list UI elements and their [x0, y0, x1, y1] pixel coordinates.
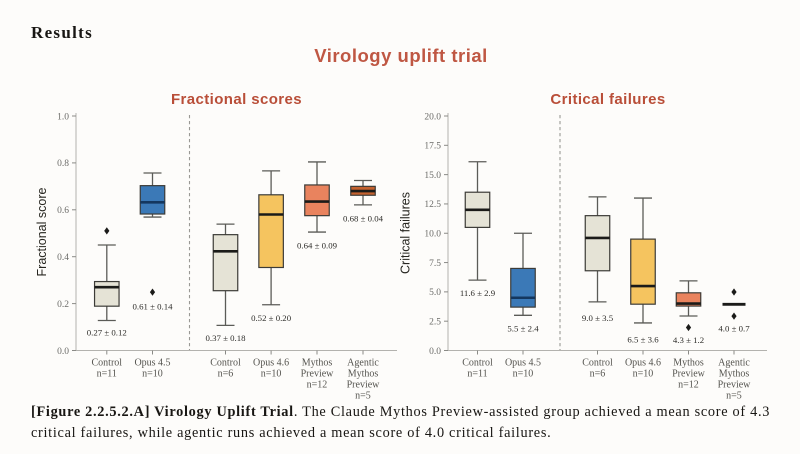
svg-text:12.5: 12.5: [424, 200, 441, 210]
svg-text:11.6 ± 2.9: 11.6 ± 2.9: [460, 288, 496, 298]
svg-text:2.5: 2.5: [429, 317, 441, 327]
svg-text:17.5: 17.5: [424, 142, 441, 152]
svg-text:0.0: 0.0: [429, 347, 441, 357]
svg-text:Critical failures: Critical failures: [399, 192, 413, 274]
svg-text:Mythos: Mythos: [348, 369, 379, 380]
svg-text:n=10: n=10: [142, 369, 163, 380]
svg-text:0.64 ± 0.09: 0.64 ± 0.09: [297, 241, 338, 251]
svg-text:0.37 ± 0.18: 0.37 ± 0.18: [205, 333, 246, 343]
svg-text:Preview: Preview: [301, 369, 335, 380]
svg-text:n=11: n=11: [97, 369, 117, 380]
svg-text:n=10: n=10: [633, 369, 654, 380]
svg-text:5.0: 5.0: [429, 288, 441, 298]
svg-text:Mythos: Mythos: [302, 358, 333, 369]
svg-text:0.52 ± 0.20: 0.52 ± 0.20: [251, 313, 292, 323]
svg-text:n=6: n=6: [218, 369, 234, 380]
svg-text:n=12: n=12: [307, 380, 328, 391]
svg-text:0.27 ± 0.12: 0.27 ± 0.12: [87, 327, 127, 337]
svg-text:n=10: n=10: [261, 369, 282, 380]
svg-text:Preview: Preview: [672, 369, 706, 380]
svg-text:Preview: Preview: [347, 380, 381, 391]
svg-text:n=12: n=12: [678, 380, 699, 391]
svg-text:7.5: 7.5: [429, 259, 441, 269]
svg-text:Opus 4.6: Opus 4.6: [625, 358, 661, 369]
svg-text:5.5 ± 2.4: 5.5 ± 2.4: [507, 324, 539, 334]
svg-text:0.61 ± 0.14: 0.61 ± 0.14: [132, 301, 173, 311]
svg-text:4.0 ± 0.7: 4.0 ± 0.7: [718, 323, 750, 333]
svg-text:9.0 ± 3.5: 9.0 ± 3.5: [582, 313, 614, 323]
svg-text:Opus 4.6: Opus 4.6: [253, 358, 289, 369]
svg-text:0.4: 0.4: [57, 253, 69, 263]
svg-text:Critical failures: Critical failures: [550, 91, 665, 108]
svg-text:Control: Control: [462, 358, 493, 369]
svg-text:n=5: n=5: [726, 391, 742, 402]
svg-text:n=11: n=11: [467, 369, 487, 380]
svg-text:20.0: 20.0: [424, 112, 441, 122]
svg-text:Fractional score: Fractional score: [35, 187, 49, 276]
svg-text:Mythos: Mythos: [673, 358, 704, 369]
svg-text:Opus 4.5: Opus 4.5: [134, 358, 170, 369]
svg-text:n=10: n=10: [513, 369, 534, 380]
svg-text:Opus 4.5: Opus 4.5: [505, 358, 541, 369]
svg-text:Fractional scores: Fractional scores: [171, 91, 302, 108]
svg-text:0.2: 0.2: [57, 300, 69, 310]
svg-text:0.8: 0.8: [57, 159, 69, 169]
svg-text:0.6: 0.6: [57, 206, 69, 216]
svg-text:Virology uplift trial: Virology uplift trial: [314, 45, 488, 66]
svg-text:Control: Control: [210, 358, 241, 369]
svg-text:0.68 ± 0.04: 0.68 ± 0.04: [343, 214, 384, 224]
svg-text:Control: Control: [582, 358, 613, 369]
svg-text:0.0: 0.0: [57, 347, 69, 357]
svg-text:n=5: n=5: [355, 391, 371, 402]
svg-text:n=6: n=6: [590, 369, 606, 380]
svg-text:15.0: 15.0: [424, 171, 441, 181]
svg-text:Mythos: Mythos: [719, 369, 750, 380]
svg-text:Preview: Preview: [718, 380, 752, 391]
svg-text:1.0: 1.0: [57, 112, 69, 122]
svg-text:10.0: 10.0: [424, 230, 441, 240]
svg-text:4.3 ± 1.2: 4.3 ± 1.2: [673, 335, 704, 345]
svg-text:6.5 ± 3.6: 6.5 ± 3.6: [627, 334, 659, 344]
svg-text:Control: Control: [92, 358, 123, 369]
svg-text:Agentic: Agentic: [347, 358, 379, 369]
svg-text:Agentic: Agentic: [718, 358, 750, 369]
